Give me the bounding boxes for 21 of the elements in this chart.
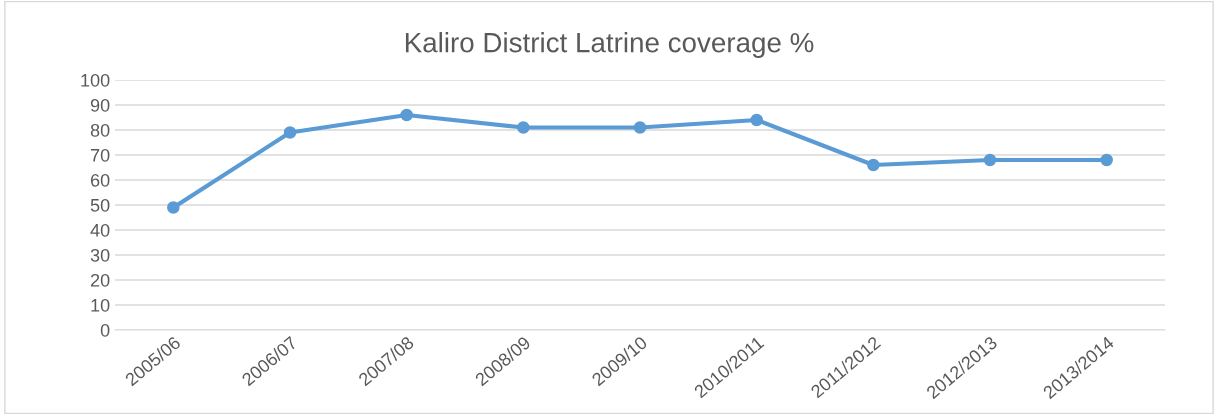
point (400, 108, 413, 122)
y-tick-label: 20 (90, 273, 110, 287)
point (1100, 153, 1113, 167)
y-tick-label: 100 (81, 73, 110, 87)
point (517, 121, 530, 134)
y-tick-label: 30 (90, 248, 110, 262)
point (283, 126, 297, 139)
y-tick-label: 80 (90, 123, 110, 137)
point (633, 121, 647, 134)
chart-title: Kaliro District Latrine coverage % (405, 32, 814, 58)
y-tick-label: 40 (90, 223, 110, 237)
point (983, 153, 997, 167)
point (867, 158, 880, 172)
y-tick-label: 10 (91, 298, 110, 312)
y-tick-label: 60 (90, 173, 110, 187)
y-tick-label: 70 (90, 148, 110, 162)
y-tick-label: 50 (90, 198, 110, 212)
y-tick-label: 90 (90, 98, 110, 112)
point (750, 113, 763, 127)
y-tick-label: 0 (100, 323, 110, 337)
point (167, 201, 180, 214)
